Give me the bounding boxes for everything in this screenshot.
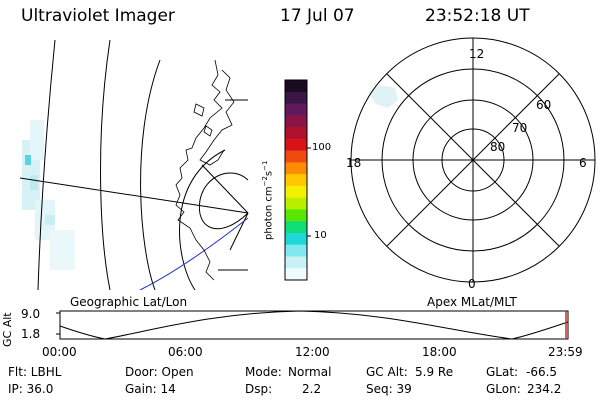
colorbar-segment <box>285 244 307 257</box>
mlt-label-6: 6 <box>579 156 587 170</box>
seq-info: Seq: 39 <box>366 382 412 396</box>
altitude-plot-frame <box>59 310 569 340</box>
aurora-emission-polar <box>368 85 398 108</box>
colorbar-segment <box>285 209 307 222</box>
altitude-curve <box>59 310 569 340</box>
colorbar-tick-10: 10 <box>314 230 327 241</box>
time-tick-1800: 18:00 <box>422 345 457 359</box>
dsp-value: 2.2 <box>302 382 322 396</box>
meridian-line <box>201 164 249 214</box>
mlt-label-12: 12 <box>469 47 485 61</box>
colorbar-segment <box>285 232 307 246</box>
polar-panel-label: Apex MLat/MLT <box>427 295 517 309</box>
ip-info: IP: 36.0 <box>8 382 54 396</box>
instrument-title: Ultraviolet Imager <box>21 6 175 26</box>
colorbar-segment <box>285 115 307 128</box>
colorbar-tick-100: 100 <box>312 142 332 153</box>
time-tick-1200: 12:00 <box>295 345 330 359</box>
time-tick-0600: 06:00 <box>168 345 203 359</box>
mlat-label-60: 60 <box>536 98 552 112</box>
colorbar-segment <box>285 80 307 93</box>
dsp-label: Dsp: <box>245 382 273 396</box>
colorbar-segment <box>285 268 307 281</box>
alt-ytick-9: 9.0 <box>21 307 41 321</box>
glat-label: GLat: <box>486 365 519 379</box>
meridian-line <box>20 177 249 214</box>
alt-ytick-1-8: 1.8 <box>21 327 41 341</box>
geo-panel-label: Geographic Lat/Lon <box>70 295 188 309</box>
latitude-arc <box>100 40 111 290</box>
latitude-arc <box>140 59 161 290</box>
time-tick-0000: 00:00 <box>42 345 77 359</box>
coastline <box>175 59 235 281</box>
aurora-emission-west <box>22 120 75 270</box>
colorbar-segment <box>285 221 307 234</box>
altitude-ylabel: GC Alt <box>1 312 14 347</box>
latitude-circle <box>198 172 249 230</box>
colorbar-segment <box>285 162 307 175</box>
mlt-label-18: 18 <box>346 156 362 170</box>
colorbar-segment <box>285 138 307 152</box>
glon-label: GLon: <box>486 382 521 396</box>
gc-alt-label: GC Alt: <box>366 365 408 379</box>
colorbar-segment <box>285 174 307 187</box>
time-tick-2359: 23:59 <box>548 345 583 359</box>
door-info: Door: Open <box>125 365 194 379</box>
mode-label: Mode: <box>245 365 282 379</box>
date-label: 17 Jul 07 <box>280 6 355 26</box>
colorbar-segment <box>285 185 307 199</box>
latitude-arc <box>179 149 226 290</box>
time-label: 23:52:18 UT <box>425 6 530 26</box>
mode-value: Normal <box>288 365 332 379</box>
colorbar-segment <box>285 103 307 116</box>
mlt-label-0: 0 <box>468 277 476 291</box>
mlat-label-70: 70 <box>512 121 528 135</box>
colorbar-segment <box>285 91 307 105</box>
colorbar-segment <box>285 197 307 210</box>
terminator-line <box>139 217 249 290</box>
mlt-line-diag <box>386 73 560 247</box>
colorbar-segment <box>285 127 307 140</box>
latitude-arc <box>37 40 56 290</box>
meridian-line <box>229 212 249 251</box>
glat-value: -66.5 <box>526 365 558 379</box>
filter-info: Flt: LBHL <box>8 365 62 379</box>
colorbar-frame <box>284 79 308 281</box>
colorbar-segment <box>285 256 307 269</box>
gain-info: Gain: 14 <box>125 382 176 396</box>
mlat-label-80: 80 <box>490 140 506 154</box>
colorbar-scale <box>285 80 307 281</box>
gc-alt-value: 5.9 Re <box>415 365 454 379</box>
colorbar-segment <box>285 150 307 163</box>
glon-value: 234.2 <box>527 382 562 396</box>
